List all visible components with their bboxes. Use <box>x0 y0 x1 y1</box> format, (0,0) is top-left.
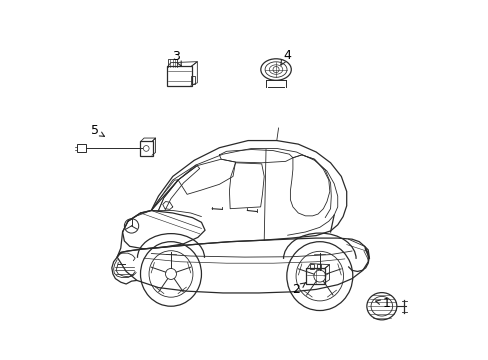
Text: 5: 5 <box>90 124 104 137</box>
Text: 1: 1 <box>375 297 389 310</box>
Text: 4: 4 <box>281 49 290 65</box>
Text: 2: 2 <box>292 283 305 296</box>
Text: 3: 3 <box>172 50 181 66</box>
